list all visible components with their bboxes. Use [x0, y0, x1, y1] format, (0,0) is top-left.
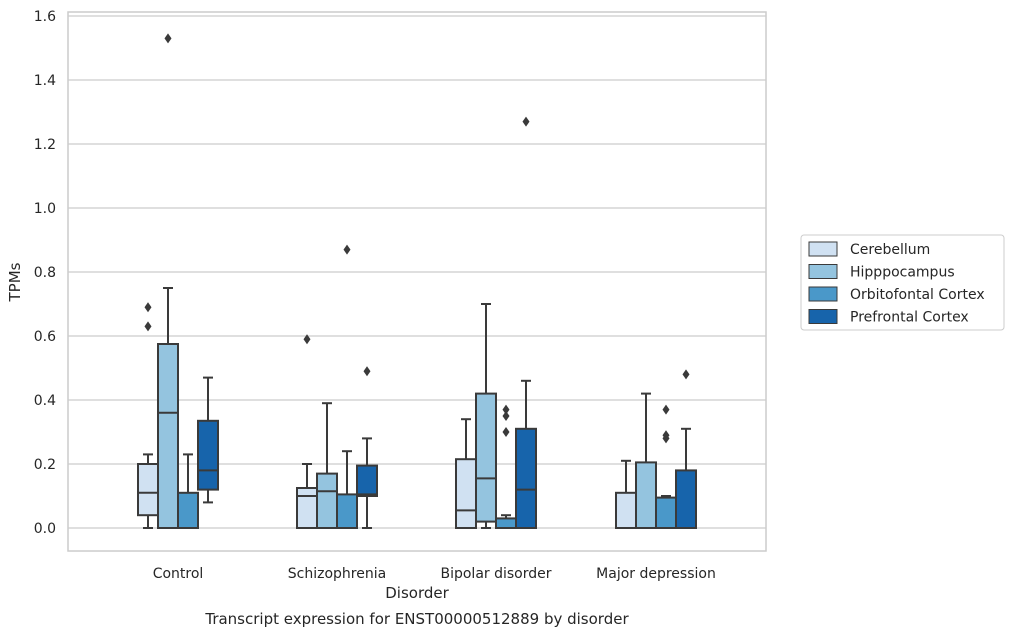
legend-swatch	[808, 286, 838, 302]
y-tick-label: 0.0	[34, 521, 56, 537]
box	[316, 472, 338, 530]
outlier-point	[144, 321, 152, 332]
y-tick-label: 1.2	[34, 137, 56, 153]
box	[137, 463, 159, 517]
box-plot	[356, 366, 378, 529]
box-plot	[296, 334, 318, 529]
y-axis-title: TPMs	[6, 262, 24, 302]
outlier-point	[662, 430, 670, 441]
plot-area-frame	[67, 11, 767, 552]
box-plots	[137, 33, 697, 530]
outlier-point	[164, 33, 172, 44]
box	[475, 392, 497, 523]
box-plot	[615, 459, 637, 529]
box	[157, 343, 179, 529]
outlier-point	[522, 116, 530, 127]
y-tick-label: 0.4	[34, 393, 56, 409]
y-tick-label: 1.4	[34, 73, 56, 89]
legend-swatch	[808, 241, 838, 257]
box	[495, 517, 517, 530]
y-tick-label: 0.8	[34, 265, 56, 281]
box-plot	[635, 392, 657, 529]
x-axis-ticks: Control Schizophrenia Bipolar disorder Majo…	[153, 566, 716, 582]
outlier-point	[682, 369, 690, 380]
y-tick-label: 1.0	[34, 201, 56, 217]
legend-label: Cerebellum	[850, 242, 930, 258]
box-plot	[495, 404, 517, 530]
outlier-point	[502, 411, 510, 421]
x-tick-label: Schizophrenia	[288, 566, 386, 582]
box-plot	[157, 33, 179, 529]
y-tick-label: 0.6	[34, 329, 56, 345]
legend-swatch	[808, 309, 838, 324]
legend-label: Orbitofontal Cortex	[850, 287, 985, 303]
x-tick-label: Major depression	[596, 566, 716, 582]
outlier-point	[144, 302, 152, 313]
outlier-point	[662, 404, 670, 415]
box	[177, 491, 199, 529]
box	[515, 427, 537, 529]
outlier-point	[303, 334, 311, 345]
box	[296, 487, 318, 529]
box	[455, 458, 477, 530]
legend-label: Hipppocampus	[850, 265, 955, 281]
y-tick-label: 1.6	[34, 9, 56, 25]
y-axis-ticks: 0.0 0.2 0.4 0.6 0.8 1.0 1.2 1.4 1.6	[34, 9, 56, 537]
box-plot	[336, 244, 358, 529]
box-plot	[475, 303, 497, 529]
y-tick-label: 0.2	[34, 457, 56, 473]
outlier-point	[502, 427, 510, 437]
outlier-point	[343, 244, 351, 255]
box-plot	[675, 369, 697, 529]
box	[635, 461, 657, 529]
x-tick-label: Bipolar disorder	[440, 566, 551, 582]
x-axis-title: Disorder	[385, 584, 449, 602]
box	[615, 491, 637, 529]
outlier-point	[363, 366, 371, 377]
box	[356, 464, 378, 498]
box-plot	[515, 116, 537, 529]
box	[197, 419, 219, 491]
legend-swatch	[808, 264, 838, 279]
legend-label: Prefrontal Cortex	[850, 310, 969, 326]
box	[675, 469, 697, 529]
box-plot	[316, 402, 338, 530]
box-plot	[177, 453, 199, 529]
box-plot	[455, 418, 477, 530]
legend: Cerebellum Hipppocampus Orbitofontal Corte…	[800, 234, 1005, 331]
outlier-point	[502, 404, 510, 415]
gridlines	[68, 15, 766, 529]
legend-frame	[800, 234, 1005, 331]
box	[655, 496, 677, 530]
box-plot	[197, 376, 219, 504]
chart-caption: Transcript expression for ENST0000051288…	[204, 610, 629, 628]
x-tick-label: Control	[153, 566, 204, 582]
box	[336, 493, 358, 529]
box-plot	[655, 404, 677, 530]
